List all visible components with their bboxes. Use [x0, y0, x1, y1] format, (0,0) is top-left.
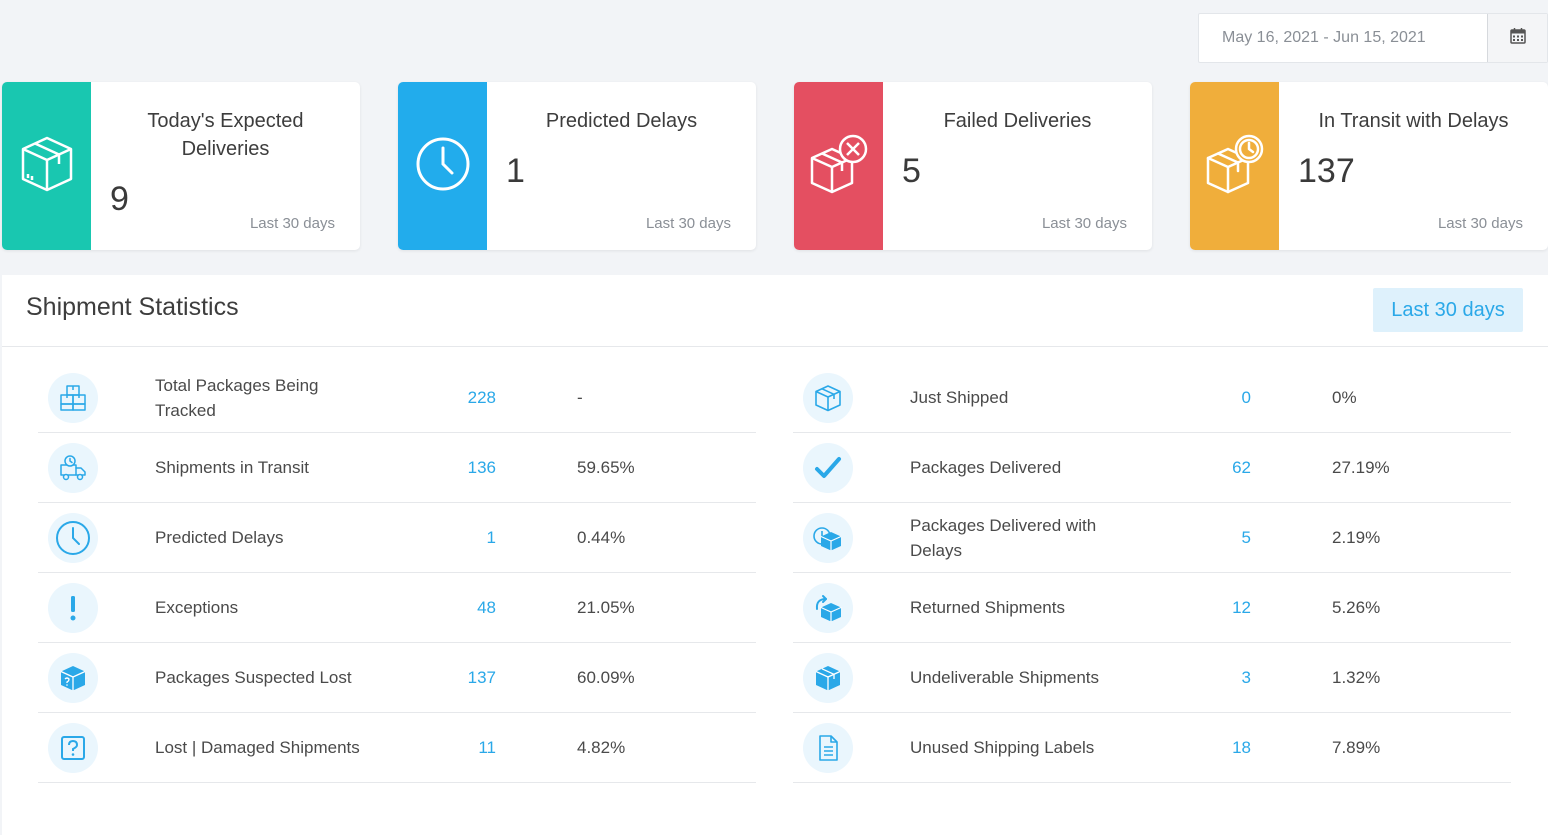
package-delayed-icon	[1204, 133, 1266, 200]
stats-count-link[interactable]: 1	[486, 527, 496, 547]
package-return-icon	[803, 583, 853, 633]
exclamation-icon	[48, 583, 98, 633]
stats-label: Undeliverable Shipments	[910, 668, 1099, 687]
card-icon-panel	[1190, 82, 1279, 250]
stats-row-returned[interactable]: Returned Shipments 12 5.26%	[793, 573, 1511, 643]
stats-count-link[interactable]: 62	[1232, 457, 1251, 477]
clock-icon	[415, 136, 471, 197]
stats-percent: -	[577, 387, 583, 407]
stats-left-column: Total Packages Being Tracked 228 - Shipm…	[38, 363, 756, 783]
stats-right-column: Just Shipped 0 0% Packages Delivered 62 …	[793, 363, 1511, 783]
card-transit-delays[interactable]: In Transit with Delays 137 Last 30 days	[1190, 82, 1548, 250]
stats-row-delivered[interactable]: Packages Delivered 62 27.19%	[793, 433, 1511, 503]
package-solid-icon	[803, 653, 853, 703]
stats-percent: 1.32%	[1332, 667, 1381, 687]
stats-count-link[interactable]: 11	[478, 737, 496, 757]
package-failed-icon	[808, 133, 870, 200]
stats-percent: 0%	[1332, 387, 1357, 407]
card-expected-deliveries[interactable]: Today's Expected Deliveries 9 Last 30 da…	[2, 82, 360, 250]
stats-percent: 21.05%	[577, 597, 635, 617]
stats-label: Packages Delivered with Delays	[910, 515, 1097, 560]
stats-percent: 2.19%	[1332, 527, 1381, 547]
package-outline-icon	[803, 373, 853, 423]
stats-row-in-transit[interactable]: Shipments in Transit 136 59.65%	[38, 433, 756, 503]
shipment-statistics-panel: Shipment Statistics Last 30 days Total P…	[2, 275, 1548, 835]
stats-count-link[interactable]: 137	[467, 667, 496, 687]
stats-row-exceptions[interactable]: Exceptions 48 21.05%	[38, 573, 756, 643]
card-icon-panel	[398, 82, 487, 250]
card-period: Last 30 days	[1041, 215, 1127, 232]
panel-title: Shipment Statistics	[26, 293, 239, 321]
stats-label: Lost | Damaged Shipments	[155, 738, 360, 757]
stats-label: Exceptions	[155, 598, 239, 617]
stats-count-link[interactable]: 18	[1232, 737, 1251, 757]
card-predicted-delays[interactable]: Predicted Delays 1 Last 30 days	[398, 82, 756, 250]
stats-label: Returned Shipments	[910, 598, 1065, 617]
stats-label: Unused Shipping Labels	[910, 738, 1095, 757]
clock-icon	[48, 513, 98, 563]
stats-label: Packages Delivered	[910, 458, 1062, 477]
card-title: Failed Deliveries	[943, 110, 1092, 132]
card-failed-deliveries[interactable]: Failed Deliveries 5 Last 30 days	[794, 82, 1152, 250]
package-box-icon	[18, 134, 76, 199]
stats-count-link[interactable]: 5	[1241, 527, 1251, 547]
stats-percent: 60.09%	[577, 667, 635, 687]
boxes-stack-icon	[48, 373, 98, 423]
stats-percent: 7.89%	[1332, 737, 1381, 757]
calendar-icon	[1509, 27, 1527, 50]
card-title: Today's Expected Deliveries	[147, 110, 304, 160]
delivery-truck-icon	[48, 443, 98, 493]
package-clock-icon	[803, 513, 853, 563]
stats-row-lost-damaged[interactable]: Lost | Damaged Shipments 11 4.82%	[38, 713, 756, 783]
stats-row-undeliverable[interactable]: Undeliverable Shipments 3 1.32%	[793, 643, 1511, 713]
stats-label: Just Shipped	[910, 388, 1009, 407]
stats-percent: 0.44%	[577, 527, 626, 547]
card-value: 1	[506, 152, 525, 190]
stats-row-just-shipped[interactable]: Just Shipped 0 0%	[793, 363, 1511, 433]
stats-percent: 4.82%	[577, 737, 626, 757]
stats-count-link[interactable]: 0	[1241, 387, 1251, 407]
stats-row-total-packages[interactable]: Total Packages Being Tracked 228 -	[38, 363, 756, 433]
stats-label: Shipments in Transit	[155, 458, 310, 477]
package-question-icon	[48, 653, 98, 703]
panel-header: Shipment Statistics Last 30 days	[2, 275, 1548, 347]
stats-row-unused-labels[interactable]: Unused Shipping Labels 18 7.89%	[793, 713, 1511, 783]
stats-percent: 27.19%	[1332, 457, 1390, 477]
document-label-icon	[803, 723, 853, 773]
stats-label: Predicted Delays	[155, 528, 284, 547]
stats-count-link[interactable]: 136	[467, 457, 496, 477]
stats-percent: 5.26%	[1332, 597, 1381, 617]
stats-percent: 59.65%	[577, 457, 635, 477]
stats-count-link[interactable]: 12	[1232, 597, 1251, 617]
stats-row-predicted-delays[interactable]: Predicted Delays 1 0.44%	[38, 503, 756, 573]
period-filter-button[interactable]: Last 30 days	[1373, 288, 1523, 332]
stats-label: Packages Suspected Lost	[155, 668, 352, 687]
date-range-picker[interactable]: May 16, 2021 - Jun 15, 2021	[1198, 13, 1548, 63]
stats-label: Total Packages Being Tracked	[155, 375, 319, 420]
calendar-button[interactable]	[1487, 14, 1547, 62]
card-value: 137	[1298, 152, 1355, 190]
card-value: 5	[902, 152, 921, 190]
stats-count-link[interactable]: 3	[1241, 667, 1251, 687]
card-period: Last 30 days	[1437, 215, 1523, 232]
stats-row-delivered-delays[interactable]: Packages Delivered with Delays 5 2.19%	[793, 503, 1511, 573]
checkmark-icon	[803, 443, 853, 493]
card-value: 9	[110, 180, 129, 218]
question-box-icon	[48, 723, 98, 773]
card-title: Predicted Delays	[545, 110, 698, 132]
card-icon-panel	[794, 82, 883, 250]
stats-row-suspected-lost[interactable]: Packages Suspected Lost 137 60.09%	[38, 643, 756, 713]
card-title: In Transit with Delays	[1318, 110, 1509, 132]
card-period: Last 30 days	[645, 215, 731, 232]
stats-count-link[interactable]: 48	[477, 597, 496, 617]
card-icon-panel	[2, 82, 91, 250]
date-range-input[interactable]: May 16, 2021 - Jun 15, 2021	[1222, 29, 1426, 46]
card-period: Last 30 days	[249, 215, 335, 232]
stats-count-link[interactable]: 228	[467, 387, 496, 407]
